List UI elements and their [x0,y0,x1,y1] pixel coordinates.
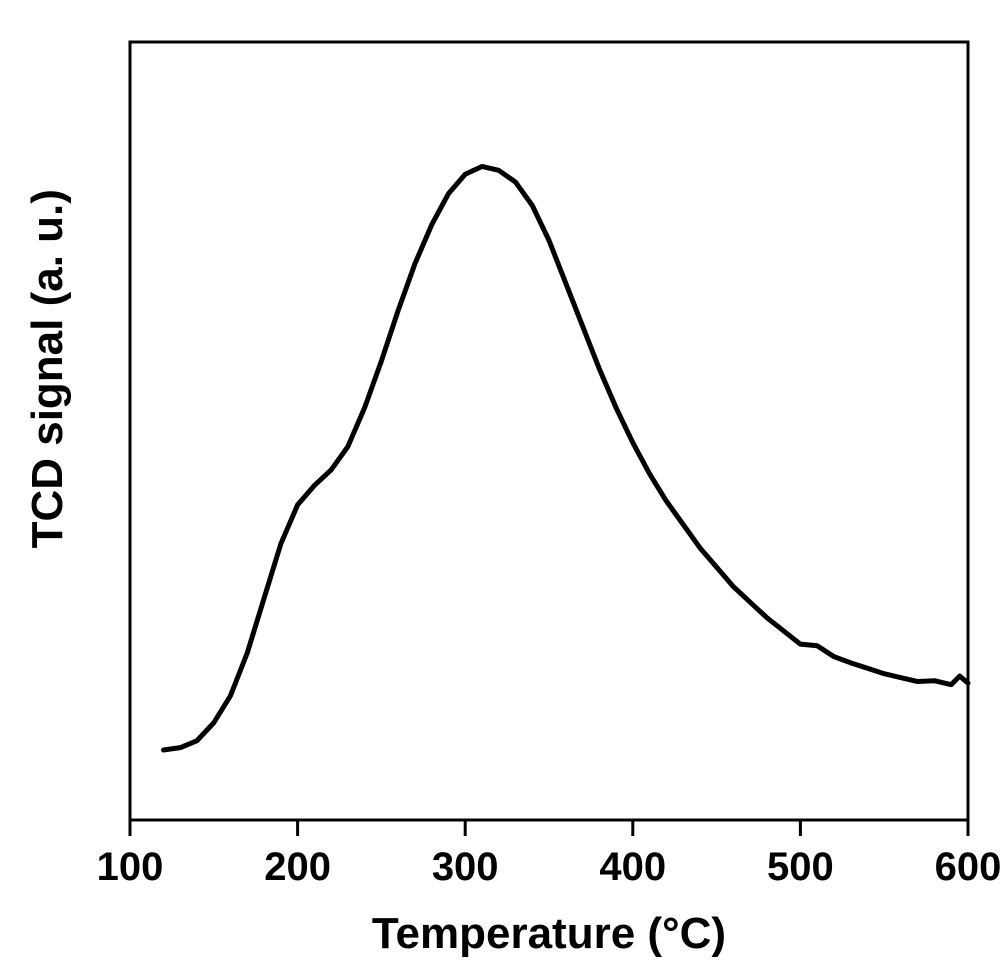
x-tick-label: 300 [432,845,499,889]
chart-svg: 100 200 300 400 500 600 Temperature (°C) TCD si… [0,0,1000,977]
x-tick-label: 500 [767,845,834,889]
x-tick-label: 200 [264,845,331,889]
tcd-chart: 100 200 300 400 500 600 Temperature (°C) TCD si… [0,0,1000,977]
y-axis-label: TCD signal (a. u.) [23,189,72,548]
x-axis-label: Temperature (°C) [372,909,726,958]
x-tick-label: 100 [97,845,164,889]
x-tick-label: 400 [599,845,666,889]
tcd-signal-curve [164,166,968,750]
x-tick-label: 600 [935,845,1000,889]
